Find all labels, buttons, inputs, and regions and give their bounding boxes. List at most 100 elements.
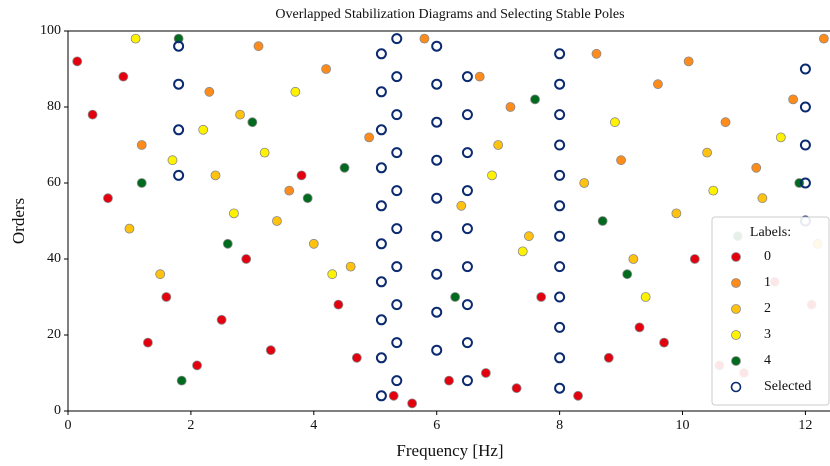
point [628, 254, 639, 264]
point [419, 33, 430, 44]
selected-point [554, 139, 566, 151]
selected-point [431, 154, 443, 166]
selected-point [391, 109, 403, 121]
y-tick-label: 40 [47, 251, 61, 266]
point [579, 178, 590, 188]
selected-point [799, 63, 811, 75]
point [259, 147, 270, 158]
point [659, 337, 669, 348]
point [302, 193, 313, 204]
selected-point [375, 162, 387, 174]
point [176, 375, 187, 386]
selected-point [554, 169, 566, 181]
selected-point [375, 390, 387, 402]
selected-point [431, 306, 443, 318]
selected-point [431, 116, 443, 128]
series-5 [173, 33, 811, 402]
point [407, 398, 418, 409]
point [511, 383, 522, 394]
point [198, 124, 209, 135]
selected-point [461, 147, 473, 159]
point [788, 94, 799, 105]
legend-marker [731, 252, 741, 262]
plot-area [72, 33, 829, 409]
point [333, 299, 344, 310]
legend-marker [730, 381, 742, 393]
selected-point [431, 78, 443, 90]
x-axis-label: Frequency [Hz] [396, 441, 503, 460]
series-4 [136, 33, 805, 386]
point [523, 231, 534, 242]
point [573, 390, 583, 401]
selected-point [391, 337, 403, 349]
legend-label: Selected [764, 379, 811, 394]
series-1 [136, 33, 829, 196]
point [204, 86, 215, 97]
selected-point [554, 291, 566, 303]
y-tick-label: 0 [54, 403, 61, 418]
selected-point [554, 200, 566, 212]
selected-point [431, 230, 443, 242]
x-tick-label: 8 [556, 418, 563, 433]
point [364, 132, 375, 143]
y-tick-label: 100 [40, 23, 61, 38]
selected-point [554, 261, 566, 273]
point [487, 170, 497, 181]
selected-point [431, 192, 443, 204]
point [142, 337, 153, 348]
selected-point [461, 185, 473, 197]
point [775, 132, 786, 143]
point [720, 117, 731, 128]
point [351, 352, 362, 363]
point [818, 33, 829, 44]
selected-point [461, 261, 473, 273]
point [72, 56, 83, 67]
selected-point [799, 139, 811, 151]
point [757, 193, 768, 204]
selected-point [461, 109, 473, 121]
x-tick-label: 4 [310, 418, 317, 433]
selected-point [554, 321, 566, 333]
point [683, 56, 694, 67]
point [229, 208, 239, 219]
point [173, 33, 184, 44]
point [591, 48, 602, 59]
point [751, 162, 762, 173]
selected-point [375, 314, 387, 326]
point [536, 292, 547, 302]
selected-point [173, 78, 185, 90]
legend-label: 0 [764, 249, 771, 264]
point [241, 254, 252, 264]
point [689, 254, 700, 264]
point [247, 117, 258, 128]
point [155, 269, 166, 280]
selected-point [375, 48, 387, 60]
point [253, 41, 264, 52]
selected-point [554, 352, 566, 364]
selected-point [554, 230, 566, 242]
selected-point [461, 375, 473, 387]
x-tick-label: 12 [798, 418, 812, 433]
x-tick-label: 2 [187, 418, 194, 433]
point [272, 216, 282, 226]
selected-point [391, 33, 403, 45]
point [708, 185, 719, 196]
selected-point [391, 185, 403, 197]
legend: Labels: 0 1 2 3 4 Selected [711, 216, 830, 406]
point [622, 269, 633, 280]
point [597, 216, 608, 226]
selected-point [391, 299, 403, 311]
point [308, 238, 319, 249]
point [118, 71, 129, 82]
legend-marker [731, 304, 741, 314]
selected-point [391, 261, 403, 273]
point [290, 86, 301, 97]
point [216, 314, 227, 325]
point [339, 162, 350, 173]
legend-box [711, 216, 830, 406]
point [517, 246, 528, 257]
legend-label: 1 [764, 275, 771, 290]
point [653, 79, 663, 90]
selected-point [461, 71, 473, 83]
